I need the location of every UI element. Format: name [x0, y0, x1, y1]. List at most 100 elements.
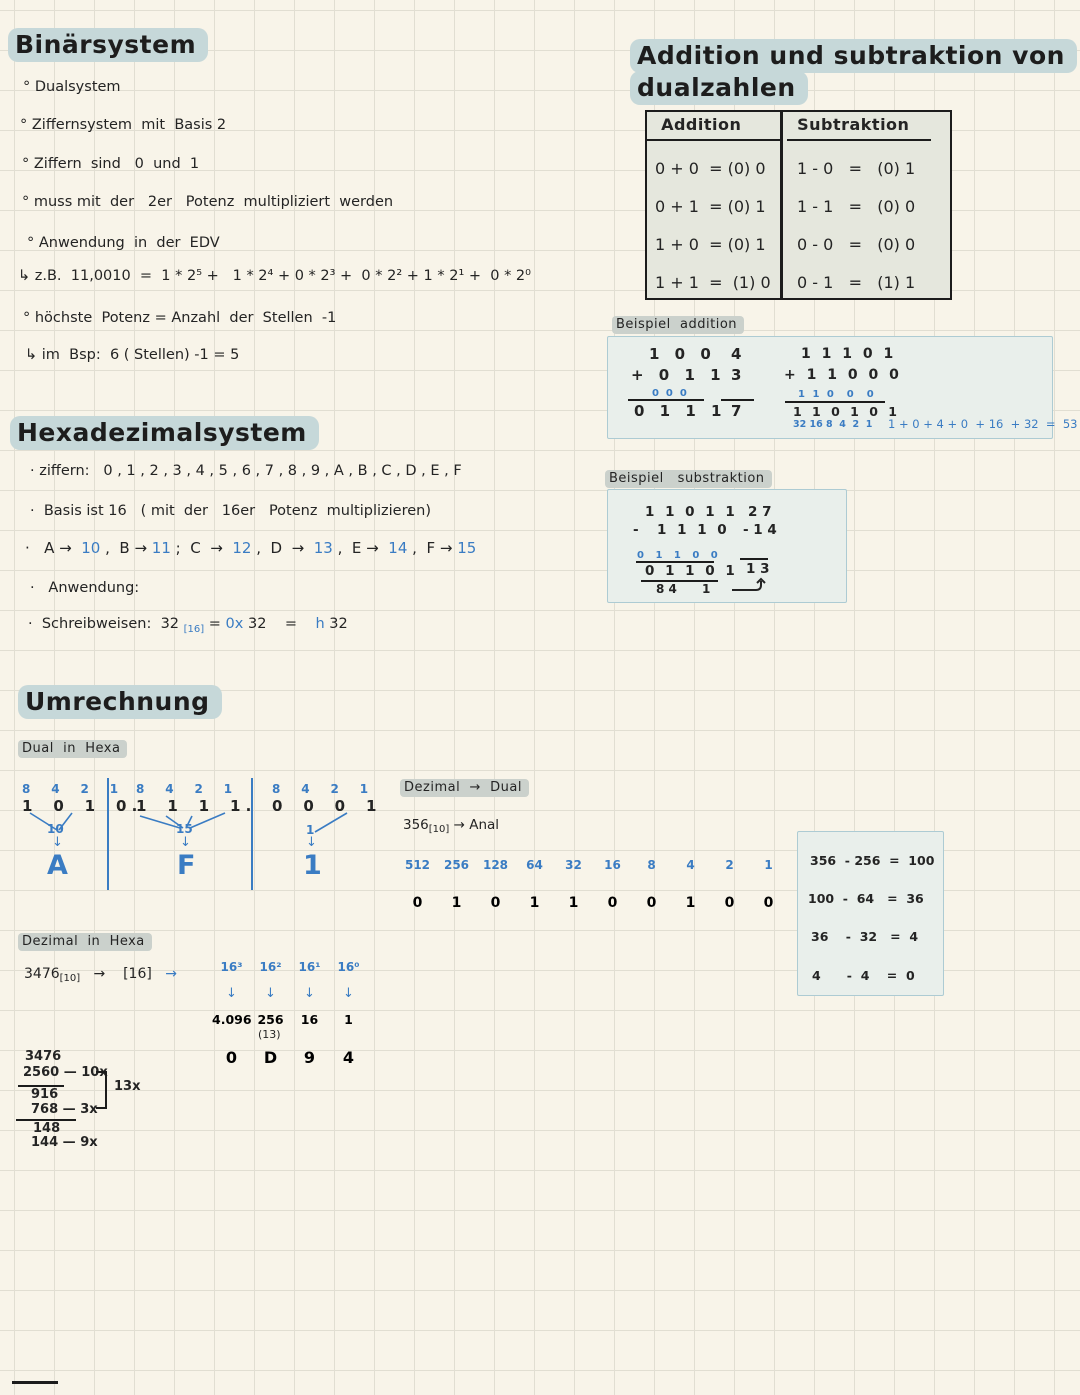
addition-ex2-line — [785, 401, 885, 403]
add-row-2: 1 + 0 = (0) 1 — [655, 235, 766, 254]
binary-bullet-ziffern: ° Ziffern sind 0 und 1 — [22, 156, 200, 172]
hexa-powers-row: 16³ 16² 16¹ 16⁰ — [220, 960, 360, 974]
map-d-value: 13 — [313, 539, 333, 557]
base16-subscript: [16] — [183, 624, 205, 635]
binary-formula-bsp: ↳ im Bsp: 6 ( Stellen) -1 = 5 — [25, 347, 240, 363]
down-arrow-icon: ↓ — [343, 986, 354, 1001]
carry-arrow-icon — [732, 577, 766, 591]
group2-digits: 1 1 1 1 . — [136, 797, 252, 815]
addsub-title-line2: dualzahlen — [630, 71, 808, 105]
group3-digits: 0 0 0 1 — [272, 797, 377, 815]
binary-section-title: Binärsystem — [8, 28, 209, 62]
dezimal-dual-expression: 356[10] → Anal — [403, 817, 500, 835]
hex-schreibweisen-line: · Schreibweisen: 32 [16] = 0x 32 = h 32 — [28, 616, 348, 635]
group2-down-arrow-icon: ↓ — [180, 835, 191, 850]
group1-sum: 10 — [47, 822, 64, 836]
binary-bullet-ziffernsystem: ° Ziffernsystem mit Basis 2 — [20, 117, 227, 133]
group1-digits: 1 0 1 0 . — [22, 797, 138, 815]
add-row-1: 0 + 1 = (0) 1 — [655, 197, 766, 216]
addsub-title-line1: Addition und subtraktion von — [630, 39, 1077, 73]
group3-weights: 8 4 2 1 — [272, 782, 369, 796]
binary-bullet-hoechste-potenz: ° höchste Potenz = Anzahl der Stellen -1 — [23, 310, 337, 326]
addition-ex2-top: 1 1 1 0 1 — [801, 346, 897, 362]
subtraktion-dec-bottom: - 1 4 — [743, 522, 777, 538]
hex-bullet-anwendung: · Anwendung: — [30, 580, 140, 596]
map-f-key: F → — [426, 539, 458, 557]
hexa-note-13: (13) — [258, 1028, 281, 1041]
group1-result: A — [47, 850, 68, 881]
subtraktion-bin-result: 0 1 1 0 1 — [645, 563, 738, 579]
subtraktion-dec-top: 2 7 — [748, 504, 772, 520]
binary-bullet-anwendung: ° Anwendung in der EDV — [27, 235, 220, 251]
arrow-blue-icon: → — [165, 966, 177, 982]
addition-ex1-result: 0 1 1 1 — [634, 402, 727, 420]
add-row-3: 1 + 1 = (1) 0 — [655, 273, 771, 292]
base16-bracket: [16] — [123, 966, 152, 982]
addition-dec-line — [721, 399, 754, 401]
division-line-5: 148 — [33, 1121, 61, 1136]
base10-subscript-2: [10] — [59, 973, 81, 984]
addition-dec-result: 7 — [731, 402, 742, 420]
dual-in-hexa-label: Dual in Hexa — [18, 738, 128, 758]
addition-ex2-carry: 1 1 0 0 0 — [798, 389, 876, 400]
table-header-subtraktion: Subtraktion — [787, 115, 931, 141]
group1-down-arrow-icon: ↓ — [52, 835, 63, 850]
map-e-key: E → — [351, 539, 389, 557]
addsub-table: Addition Subtraktion 0 + 0 = (0) 0 0 + 1… — [645, 110, 952, 300]
step-1: 356 - 256 = 100 — [810, 853, 935, 868]
hex-section-title: Hexadezimalsystem — [10, 416, 319, 450]
map-d-key: D → — [270, 539, 314, 557]
group3-sum: 1 — [306, 823, 315, 837]
addition-ex1-bottom: + 0 1 1 — [631, 366, 726, 384]
hex-bullet-basis: · Basis ist 16 ( mit der 16er Potenz mul… — [30, 503, 431, 519]
hex-prefix-0x: 0x — [225, 616, 244, 632]
arrow-black-icon: → — [93, 966, 106, 982]
hex-mapping-line: · A → 10 , B → 11 ; C → 12 , D → 13 , E … — [25, 539, 477, 557]
subtraktion-weights: 8 4 1 — [656, 582, 711, 596]
beispiel-subtraktion-label: Beispiel substraktion — [605, 468, 772, 488]
map-a-key: A → — [44, 539, 82, 557]
group2-sum: 15 — [176, 822, 193, 836]
add-row-0: 0 + 0 = (0) 0 — [655, 159, 766, 178]
subtraktion-line-1 — [636, 561, 714, 563]
division-line-3: 916 — [31, 1087, 59, 1102]
beispiel-subtraktion-box — [607, 489, 847, 603]
division-line-1: 3476 — [25, 1049, 62, 1064]
sub-row-1: 1 - 1 = (0) 0 — [797, 197, 916, 216]
sub-row-0: 1 - 0 = (0) 1 — [797, 159, 916, 178]
hex-prefix-h: h — [315, 616, 325, 632]
group1-weights: 8 4 2 1 — [22, 782, 119, 796]
addition-ex1-carry: 0 0 0 — [652, 388, 687, 399]
down-arrow-icon: ↓ — [265, 986, 276, 1001]
footer-dash — [12, 1381, 58, 1384]
addition-dec-top: 4 — [731, 345, 742, 363]
sub-row-2: 0 - 0 = (0) 0 — [797, 235, 916, 254]
addition-ex2-result: 1 1 0 1 0 1 — [793, 404, 900, 419]
division-line-2: 2560 — 10x — [23, 1065, 108, 1080]
hexa-values-row: 4.096 256 16 1 — [212, 1012, 353, 1027]
down-arrow-icon: ↓ — [304, 986, 315, 1001]
map-a-value: 10 — [81, 539, 101, 557]
down-arrow-icon: ↓ — [226, 986, 237, 1001]
division-rule-1 — [18, 1085, 64, 1087]
division-line-4: 768 — 3x — [31, 1102, 98, 1117]
division-bracket — [96, 1071, 107, 1109]
map-c-key: C → — [190, 539, 233, 557]
subtraktion-borrow-row: 0 1 1 0 0 — [637, 550, 722, 561]
group2-weights: 8 4 2 1 — [136, 782, 233, 796]
dezimal-hexa-expression: 3476[10] → [16] → — [24, 966, 177, 984]
sub-row-3: 0 - 1 = (1) 1 — [797, 273, 916, 292]
base10-subscript: [10] — [428, 824, 450, 835]
addition-ex2-weights: 32 16 8 4 2 1 — [793, 419, 873, 430]
addition-ex1-top: 1 0 0 — [649, 345, 716, 363]
group3-down-arrow-icon: ↓ — [306, 835, 317, 850]
dezimal-hexa-label: Dezimal in Hexa — [18, 931, 152, 951]
hex-bullet-ziffern: · ziffern: 0 , 1 , 2 , 3 , 4 , 5 , 6 , 7… — [30, 463, 462, 479]
hexa-down-arrows-row: ↓ ↓ ↓ ↓ — [212, 986, 368, 1001]
binary-bullet-dualsystem: ° Dualsystem — [23, 79, 121, 95]
addition-dec-bottom: 3 — [731, 366, 742, 384]
umrechnung-section-title: Umrechnung — [18, 685, 222, 719]
step-4: 4 - 4 = 0 — [812, 968, 915, 983]
